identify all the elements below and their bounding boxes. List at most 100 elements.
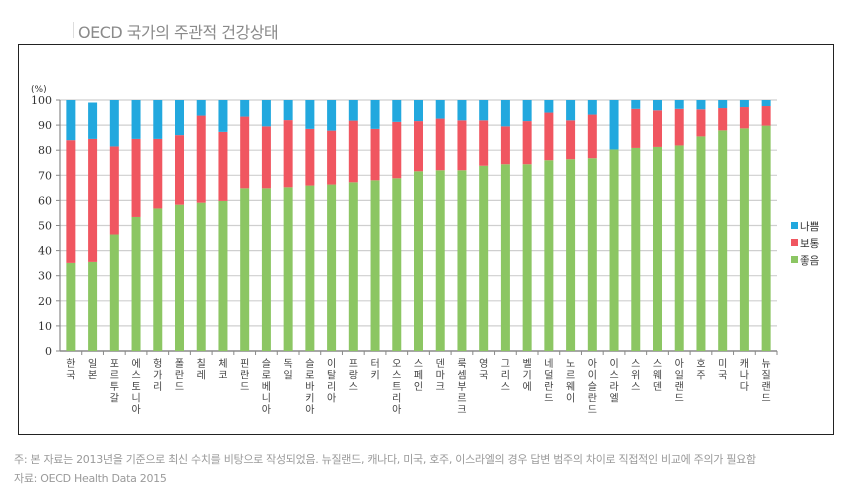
bar-segment-좋음 bbox=[696, 136, 706, 351]
bar-segment-좋음 bbox=[653, 146, 662, 351]
bar-segment-보통 bbox=[739, 107, 749, 129]
bar-segment-좋음 bbox=[218, 200, 228, 351]
bar-segment-나쁨 bbox=[414, 100, 423, 122]
bar-segment-좋음 bbox=[631, 147, 641, 351]
bar-segment-좋음 bbox=[261, 188, 271, 351]
bar-segment-나쁨 bbox=[261, 100, 271, 127]
bar-segment-나쁨 bbox=[674, 100, 684, 109]
source-note: 자료: OECD Health Data 2015 bbox=[14, 472, 167, 485]
bar-segment-좋음 bbox=[761, 125, 771, 352]
y-tick-label: 10 bbox=[38, 320, 52, 333]
bar-segment-나쁨 bbox=[479, 100, 489, 121]
bar-segment-보통 bbox=[370, 128, 380, 181]
bar-segment-보통 bbox=[305, 128, 315, 186]
y-tick-label: 100 bbox=[31, 94, 52, 107]
bar-segment-나쁨 bbox=[609, 100, 619, 150]
bar-segment-나쁨 bbox=[218, 100, 228, 132]
bar-segment-보통 bbox=[500, 126, 510, 165]
y-tick-label: 40 bbox=[38, 245, 52, 258]
bar-segment-좋음 bbox=[435, 170, 445, 351]
bar-segment-보통 bbox=[392, 121, 402, 179]
bar-segment-좋음 bbox=[131, 216, 141, 351]
bar-segment-보통 bbox=[348, 120, 358, 183]
bar-segment-나쁨 bbox=[348, 100, 358, 121]
bar-segment-보통 bbox=[88, 138, 98, 262]
bar-segment-나쁨 bbox=[153, 100, 163, 139]
legend-label: 좋음 bbox=[800, 255, 820, 267]
bar-segment-나쁨 bbox=[435, 100, 445, 119]
bar-segment-보통 bbox=[587, 114, 597, 159]
bar-segment-좋음 bbox=[370, 180, 380, 351]
bar-segment-좋음 bbox=[674, 145, 684, 351]
legend-swatch bbox=[791, 239, 798, 246]
bar-segment-보통 bbox=[196, 115, 206, 203]
y-axis-unit: (%) bbox=[31, 85, 47, 95]
bar-segment-좋음 bbox=[587, 158, 597, 351]
bar-segment-보통 bbox=[566, 120, 576, 160]
bar-segment-좋음 bbox=[414, 171, 423, 351]
bar-segment-좋음 bbox=[153, 208, 163, 351]
bar-segment-나쁨 bbox=[653, 100, 662, 111]
bar-segment-좋음 bbox=[544, 160, 554, 351]
bar-segment-나쁨 bbox=[109, 100, 119, 147]
bar-segment-보통 bbox=[283, 120, 293, 188]
bar-segment-나쁨 bbox=[305, 100, 315, 129]
bar-segment-보통 bbox=[261, 126, 271, 189]
bar-segment-보통 bbox=[718, 108, 728, 131]
bar-segment-보통 bbox=[131, 138, 141, 217]
legend-label: 나쁨 bbox=[800, 221, 820, 233]
y-tick-label: 50 bbox=[38, 220, 52, 233]
y-tick-label: 20 bbox=[38, 295, 52, 308]
bar-segment-좋음 bbox=[479, 165, 489, 351]
bar-segment-좋음 bbox=[240, 188, 250, 351]
bar-segment-좋음 bbox=[283, 187, 293, 351]
bar-segment-좋음 bbox=[175, 204, 184, 351]
bar-segment-보통 bbox=[218, 131, 228, 201]
bar-segment-나쁨 bbox=[544, 100, 554, 113]
bar-segment-보통 bbox=[175, 135, 184, 205]
bar-segment-나쁨 bbox=[457, 100, 467, 121]
bar-segment-보통 bbox=[66, 140, 76, 263]
bar-segment-보통 bbox=[696, 109, 706, 137]
bar-segment-나쁨 bbox=[392, 100, 402, 122]
bar-segment-나쁨 bbox=[240, 100, 250, 117]
bar-segment-나쁨 bbox=[283, 100, 293, 121]
y-tick-label: 90 bbox=[38, 119, 52, 132]
bar-segment-나쁨 bbox=[175, 100, 184, 136]
bar-segment-나쁨 bbox=[587, 100, 597, 115]
bar-segment-좋음 bbox=[566, 159, 576, 351]
bar-segment-보통 bbox=[522, 121, 532, 165]
bar-segment-보통 bbox=[153, 138, 163, 209]
legend-swatch bbox=[791, 222, 798, 229]
bar-segment-보통 bbox=[544, 112, 554, 161]
bar-segment-나쁨 bbox=[370, 100, 380, 129]
bar-segment-좋음 bbox=[196, 202, 206, 351]
bar-segment-나쁨 bbox=[739, 100, 749, 108]
bar-segment-보통 bbox=[674, 108, 684, 146]
chart-title: OECD 국가의 주관적 건강상태 bbox=[78, 23, 279, 42]
bar-segment-나쁨 bbox=[88, 102, 98, 139]
bar-segment-좋음 bbox=[457, 170, 467, 351]
legend-swatch bbox=[791, 256, 798, 263]
bar-segment-좋음 bbox=[500, 164, 510, 351]
